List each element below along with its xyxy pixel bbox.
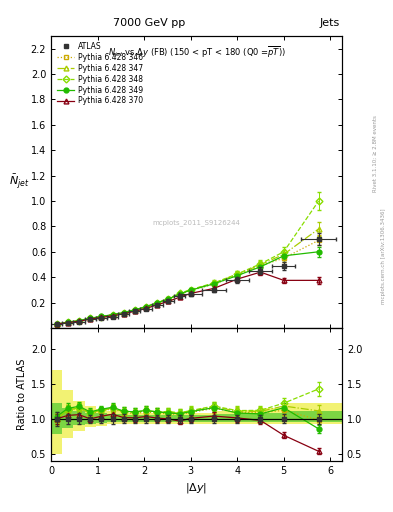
Legend: ATLAS, Pythia 6.428 346, Pythia 6.428 347, Pythia 6.428 348, Pythia 6.428 349, P: ATLAS, Pythia 6.428 346, Pythia 6.428 34… [55,39,145,108]
Text: mcplots_2011_S9126244: mcplots_2011_S9126244 [152,220,241,226]
Y-axis label: Ratio to ATLAS: Ratio to ATLAS [17,359,27,430]
Text: mcplots.cern.ch [arXiv:1306.3436]: mcplots.cern.ch [arXiv:1306.3436] [381,208,386,304]
Text: $N_{jet}$ vs $\Delta y$ (FB) (150 < pT < 180 (Q0 =$\overline{pT}$)): $N_{jet}$ vs $\Delta y$ (FB) (150 < pT <… [108,45,285,60]
Text: 7000 GeV pp: 7000 GeV pp [113,18,185,28]
Y-axis label: $\bar{N}_{jet}$: $\bar{N}_{jet}$ [9,173,30,191]
Text: Jets: Jets [320,18,340,28]
X-axis label: |$\Delta y$|: |$\Delta y$| [185,481,208,495]
Text: Rivet 3.1.10; ≥ 2.8M events: Rivet 3.1.10; ≥ 2.8M events [373,115,378,192]
